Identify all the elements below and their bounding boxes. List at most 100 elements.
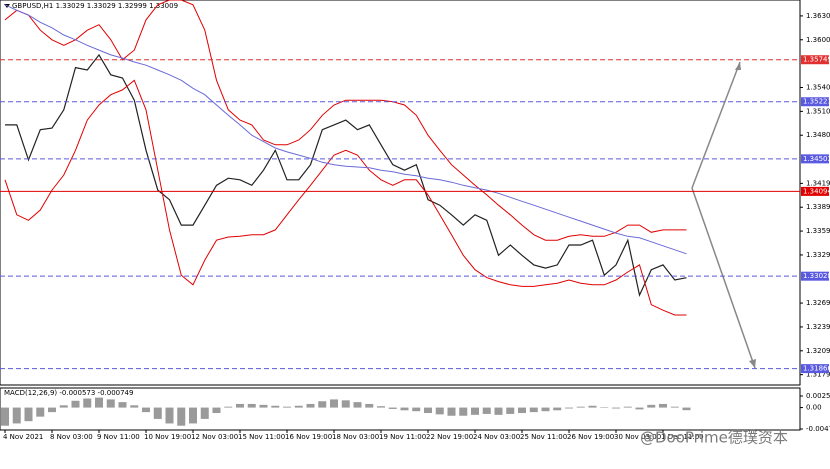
macd-bar <box>259 404 268 408</box>
macd-bar <box>341 400 350 408</box>
macd-bar <box>635 407 644 410</box>
macd-bar <box>482 407 491 414</box>
macd-bar <box>659 403 667 408</box>
level-label: 1.35221 <box>803 98 830 106</box>
level-label: 1.34503 <box>803 155 830 163</box>
price-line <box>4 0 687 241</box>
level-label: 1.33028 <box>803 272 830 280</box>
macd-bar <box>153 407 162 419</box>
x-tick-label: 8 Nov 03:00 <box>50 433 93 441</box>
chart-title: GBPUSD,H1 1.33029 1.33029 1.32999 1.3300… <box>12 2 178 10</box>
level-label-box <box>801 364 829 374</box>
macd-bar <box>471 407 479 415</box>
x-tick-label: 15 Nov 11:00 <box>238 433 285 441</box>
macd-title: MACD(12,26,9) -0.000573 -0.000749 <box>4 389 133 397</box>
macd-bar <box>271 405 280 408</box>
macd-bar <box>541 407 550 412</box>
macd-bar <box>435 407 444 415</box>
macd-bar <box>236 403 244 408</box>
y-tick-label: 1.33295 <box>806 251 830 259</box>
macd-bar <box>647 404 656 408</box>
macd-bar <box>224 406 233 408</box>
macd-bar <box>400 407 409 411</box>
x-tick-label: 25 Nov 11:00 <box>520 433 567 441</box>
macd-bar <box>447 407 456 416</box>
y-tick-label: 1.35400 <box>806 84 830 92</box>
y-tick-label: 0.002554 <box>806 392 830 400</box>
level-label-box <box>801 186 829 196</box>
macd-bar <box>12 407 21 424</box>
x-tick-label: 4 Nov 2021 <box>3 433 43 441</box>
x-tick-label: 16 Nov 19:00 <box>285 433 332 441</box>
y-tick-label: 1.36000 <box>806 36 830 44</box>
y-tick-label: 1.36300 <box>806 12 830 20</box>
macd-bar <box>459 407 468 416</box>
projection-arrow <box>691 187 756 369</box>
macd-bar <box>212 407 221 414</box>
y-tick-label: 1.32090 <box>806 347 830 355</box>
macd-bar <box>36 407 45 417</box>
x-tick-label: 9 Nov 11:00 <box>97 433 140 441</box>
projection-arrow <box>691 61 741 189</box>
x-tick-label: 12 Nov 03:00 <box>191 433 238 441</box>
macd-bar <box>118 402 127 408</box>
x-tick-label: 19 Nov 11:00 <box>379 433 426 441</box>
y-tick-label: 1.32690 <box>806 299 830 307</box>
macd-bar <box>83 398 92 408</box>
level-label-box <box>801 97 829 107</box>
x-tick-label: 10 Nov 19:00 <box>144 433 191 441</box>
macd-bar <box>682 407 691 411</box>
macd-bar <box>59 405 68 408</box>
macd-bar <box>95 397 103 408</box>
macd-bar <box>330 399 338 408</box>
macd-bar <box>318 401 327 408</box>
x-tick-label: 30 Nov 03:00 <box>614 433 661 441</box>
level-label-box <box>801 55 829 65</box>
macd-bar <box>294 405 303 408</box>
x-tick-label: 26 Nov 19:00 <box>567 433 614 441</box>
price-line <box>4 4 687 255</box>
macd-bar <box>106 399 115 408</box>
macd-bar <box>518 407 526 414</box>
x-tick-label: 22 Nov 19:00 <box>426 433 473 441</box>
y-tick-label: -0.004723 <box>806 425 830 433</box>
macd-bar <box>424 407 432 414</box>
arrow-head <box>735 62 741 70</box>
y-tick-label: 1.34195 <box>806 179 830 187</box>
level-label: 1.31866 <box>803 365 830 373</box>
macd-bar <box>623 406 632 408</box>
level-label-box <box>801 154 829 164</box>
macd-bar <box>71 400 80 408</box>
macd-bar <box>388 407 397 409</box>
macd-bar <box>365 403 374 408</box>
y-tick-label: 1.33595 <box>806 227 830 235</box>
macd-panel <box>0 387 801 431</box>
macd-bar <box>377 406 385 408</box>
y-tick-label: 1.31790 <box>806 371 830 379</box>
x-tick-label: 18 Nov 03:00 <box>332 433 379 441</box>
macd-bar <box>177 407 186 426</box>
macd-bar <box>529 407 538 413</box>
macd-bar <box>553 407 562 411</box>
macd-bar <box>412 407 421 412</box>
macd-bar <box>353 402 362 408</box>
macd-bar <box>1 407 9 426</box>
macd-bar <box>306 403 315 408</box>
macd-bar <box>165 407 174 424</box>
macd-bar <box>200 407 209 419</box>
macd-bar <box>189 407 197 424</box>
macd-bar <box>48 407 56 413</box>
macd-bar <box>494 407 503 415</box>
y-tick-label: 1.32390 <box>806 323 830 331</box>
y-tick-label: 1.35100 <box>806 107 830 115</box>
macd-bar <box>283 406 291 408</box>
level-label: 1.35749 <box>803 56 830 64</box>
x-tick-label: 24 Nov 03:00 <box>473 433 520 441</box>
y-tick-label: 1.33895 <box>806 203 830 211</box>
macd-bar <box>600 407 609 408</box>
level-label-box <box>801 271 829 281</box>
watermark: @DooPrime德璞资本 <box>640 429 788 447</box>
x-tick-label: 1 Dec 11:00 <box>661 433 704 441</box>
macd-bar <box>565 407 573 409</box>
macd-bar <box>612 407 620 409</box>
